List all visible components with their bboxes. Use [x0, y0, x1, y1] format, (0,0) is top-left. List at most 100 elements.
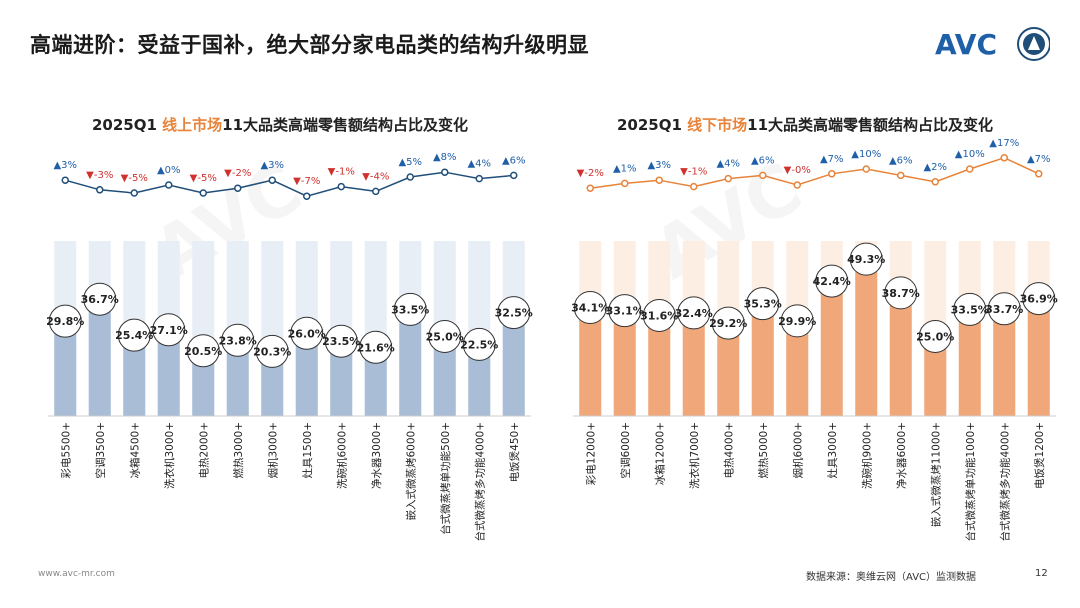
- change-point: [475, 174, 483, 183]
- value-label: 42.4%: [813, 275, 851, 288]
- value-label-circle: [711, 306, 745, 340]
- online-chart-svg: 29.8% ▲3% 彩电5500+ 36.7% ▼-3% 空调3500+ 25.4% ▼-5%…: [46, 152, 533, 541]
- change-label: ▼-5%: [121, 173, 148, 184]
- online-market-chart: 2025Q1 线上市场11大品类高端零售额结构占比及变化 29.8% ▲3% 彩电5…: [20, 100, 540, 560]
- bar: [468, 344, 491, 416]
- change-point: [862, 165, 870, 173]
- change-label: ▼-5%: [190, 173, 217, 184]
- change-label: ▼-1%: [680, 167, 707, 178]
- category-label: 空调6000+: [619, 422, 632, 479]
- category-label: 台式微蒸烤单功能1000+: [964, 422, 977, 542]
- value-label-circle: [677, 296, 711, 330]
- value-label: 23.8%: [219, 334, 257, 347]
- bar: [502, 312, 525, 416]
- category-label: 洗衣机3000+: [163, 422, 176, 489]
- value-label: 38.7%: [882, 287, 920, 300]
- bar: [1027, 298, 1050, 416]
- category-label: 净水器3000+: [370, 422, 383, 489]
- value-label-circle: [815, 264, 849, 298]
- value-label: 29.8%: [46, 315, 84, 328]
- bar: [192, 350, 215, 416]
- bar: [123, 335, 146, 416]
- value-label: 20.3%: [253, 345, 291, 358]
- value-label: 23.5%: [322, 335, 360, 348]
- change-label: ▼-3%: [86, 170, 113, 181]
- change-point: [690, 182, 698, 191]
- change-label: ▲3%: [53, 160, 77, 171]
- value-label-circle: [987, 292, 1021, 326]
- value-label: 22.5%: [460, 338, 498, 351]
- value-label: 36.9%: [1020, 293, 1058, 306]
- value-label-circle: [152, 313, 186, 347]
- value-label: 32.4%: [675, 307, 713, 320]
- value-label-circle: [608, 294, 642, 328]
- page-title: 高端进阶：受益于国补，绝大部分家电品类的结构升级明显: [30, 33, 589, 57]
- change-point: [199, 189, 207, 197]
- change-label: ▲2%: [923, 162, 947, 173]
- change-label: ▲6%: [502, 155, 526, 166]
- change-point: [1035, 170, 1043, 178]
- bar: [433, 336, 456, 416]
- value-label: 20.5%: [184, 345, 222, 358]
- bar: [226, 340, 249, 416]
- change-label: ▲5%: [398, 157, 422, 168]
- avc-logo: AVC: [935, 27, 1050, 61]
- category-label: 燃热5000+: [757, 422, 770, 479]
- change-point: [897, 171, 905, 180]
- bar: [295, 333, 318, 416]
- bar: [261, 351, 284, 416]
- value-label: 26.0%: [288, 327, 326, 340]
- value-label: 35.3%: [744, 298, 782, 311]
- value-label-circle: [359, 330, 393, 364]
- change-point: [931, 178, 939, 186]
- value-label-circle: [48, 304, 82, 338]
- category-label: 嵌入式微蒸烤11000+: [929, 422, 942, 527]
- change-point: [724, 174, 732, 183]
- value-label: 49.3%: [847, 253, 885, 266]
- change-point: [337, 182, 345, 191]
- category-label: 台式微蒸烤单功能500+: [439, 422, 452, 535]
- change-label: ▲10%: [851, 149, 881, 160]
- value-label-circle: [117, 318, 151, 352]
- change-label: ▲17%: [989, 138, 1019, 149]
- change-label: ▼-2%: [224, 168, 251, 179]
- value-label-circle: [221, 323, 255, 357]
- category-label: 净水器6000+: [895, 422, 908, 489]
- change-point: [966, 165, 974, 173]
- change-line: [65, 171, 514, 197]
- data-source: 数据来源：奥维云网（AVC）监测数据: [806, 572, 977, 583]
- change-point: [586, 184, 594, 192]
- change-label: ▼-1%: [328, 167, 355, 178]
- value-label: 29.2%: [709, 317, 747, 330]
- value-label: 36.7%: [81, 293, 119, 306]
- value-label-circle: [83, 282, 117, 316]
- change-label: ▲7%: [1027, 154, 1051, 165]
- change-point: [130, 189, 138, 197]
- bar: [54, 321, 77, 416]
- website[interactable]: www.avc-mr.com: [38, 569, 115, 579]
- change-point: [510, 171, 518, 180]
- bar: [993, 308, 1016, 416]
- change-label: ▲1%: [613, 163, 637, 174]
- bar: [924, 336, 947, 416]
- change-label: ▲6%: [751, 155, 775, 166]
- offline-market-chart: 2025Q1 线下市场11大品类高端零售额结构占比及变化 34.1% ▼-2% 彩电…: [545, 100, 1065, 560]
- value-label-circle: [953, 292, 987, 326]
- category-label: 台式微蒸烤多功能4000+: [998, 422, 1011, 542]
- change-label: ▲3%: [647, 160, 671, 171]
- bar: [717, 323, 740, 416]
- bar: [855, 259, 878, 416]
- bar: [751, 303, 774, 416]
- chart-title: 2025Q1 线下市场11大品类高端零售额结构占比及变化: [616, 116, 994, 134]
- bar: [648, 315, 671, 416]
- value-label-circle: [849, 242, 883, 276]
- change-label: ▲0%: [157, 165, 181, 176]
- bar: [364, 347, 387, 416]
- value-label-circle: [573, 291, 607, 324]
- category-label: 空调3500+: [94, 422, 107, 479]
- change-label: ▼-7%: [293, 176, 320, 187]
- bar: [958, 309, 981, 416]
- category-label: 灶具3000+: [826, 422, 839, 479]
- bar: [820, 281, 843, 416]
- value-label-circle: [884, 276, 918, 310]
